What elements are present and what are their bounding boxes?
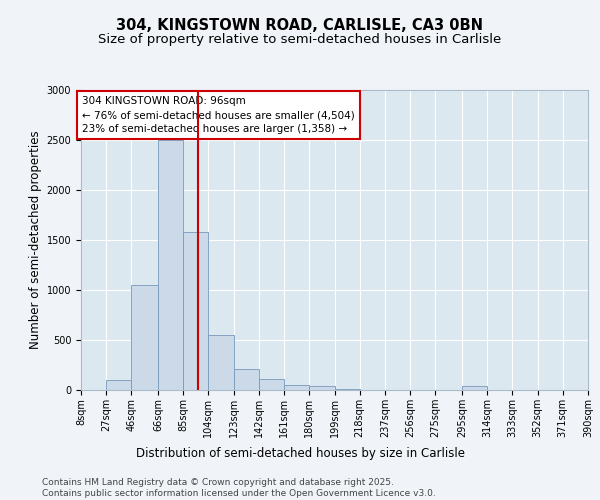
- Text: 304, KINGSTOWN ROAD, CARLISLE, CA3 0BN: 304, KINGSTOWN ROAD, CARLISLE, CA3 0BN: [116, 18, 484, 32]
- Bar: [208, 335, 233, 390]
- Bar: [335, 389, 360, 390]
- Bar: [259, 379, 284, 390]
- Text: Contains HM Land Registry data © Crown copyright and database right 2025.
Contai: Contains HM Land Registry data © Crown c…: [42, 478, 436, 498]
- Bar: [233, 368, 259, 390]
- Bar: [284, 384, 309, 390]
- Bar: [158, 140, 183, 390]
- Bar: [309, 386, 335, 390]
- Bar: [183, 232, 208, 390]
- Bar: [462, 386, 487, 390]
- Text: Size of property relative to semi-detached houses in Carlisle: Size of property relative to semi-detach…: [98, 32, 502, 46]
- Text: Distribution of semi-detached houses by size in Carlisle: Distribution of semi-detached houses by …: [136, 448, 464, 460]
- Bar: [106, 380, 131, 390]
- Y-axis label: Number of semi-detached properties: Number of semi-detached properties: [29, 130, 43, 350]
- Text: 304 KINGSTOWN ROAD: 96sqm
← 76% of semi-detached houses are smaller (4,504)
23% : 304 KINGSTOWN ROAD: 96sqm ← 76% of semi-…: [82, 96, 355, 134]
- Bar: [131, 285, 158, 390]
